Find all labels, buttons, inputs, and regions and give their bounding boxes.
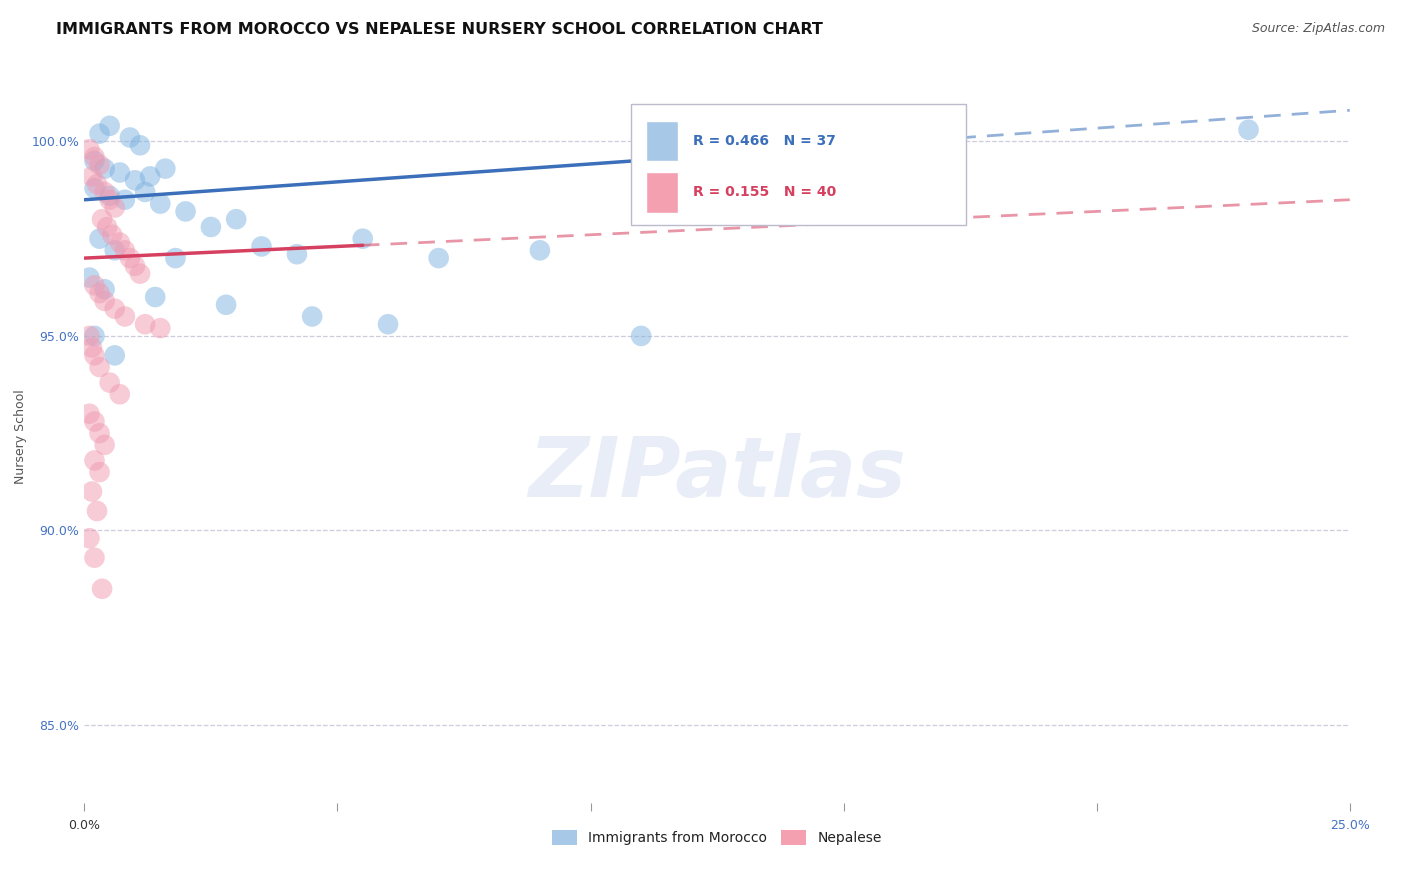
Point — [285, 247, 308, 261]
Point — [114, 244, 136, 258]
Point — [98, 119, 121, 133]
Point — [427, 251, 450, 265]
Point — [129, 138, 152, 153]
Point — [108, 165, 131, 179]
Point — [91, 582, 114, 596]
Point — [93, 438, 115, 452]
Point — [139, 169, 162, 184]
Point — [89, 286, 111, 301]
Point — [79, 142, 101, 156]
Text: ZIPatlas: ZIPatlas — [529, 434, 905, 514]
Point — [89, 127, 111, 141]
Point — [352, 232, 374, 246]
Point — [83, 150, 105, 164]
Point — [79, 407, 101, 421]
Point — [79, 270, 101, 285]
Legend: Immigrants from Morocco, Nepalese: Immigrants from Morocco, Nepalese — [547, 825, 887, 851]
Point — [83, 453, 105, 467]
Point — [89, 426, 111, 441]
Point — [108, 387, 131, 401]
Point — [101, 227, 124, 242]
FancyBboxPatch shape — [631, 104, 966, 225]
Point — [83, 415, 105, 429]
Point — [104, 301, 127, 316]
Point — [1237, 122, 1260, 136]
Point — [301, 310, 323, 324]
Point — [630, 329, 652, 343]
Point — [104, 348, 127, 362]
Point — [86, 504, 108, 518]
Point — [83, 550, 105, 565]
Point — [129, 267, 152, 281]
Point — [80, 484, 103, 499]
Point — [124, 259, 146, 273]
Point — [83, 181, 105, 195]
Point — [93, 185, 115, 199]
Point — [114, 193, 136, 207]
Point — [200, 219, 222, 234]
Text: 25.0%: 25.0% — [1330, 819, 1369, 832]
Point — [83, 329, 105, 343]
Point — [165, 251, 187, 265]
Point — [80, 341, 103, 355]
Point — [80, 169, 103, 184]
Point — [96, 219, 118, 234]
Point — [529, 244, 551, 258]
Point — [149, 196, 172, 211]
Point — [134, 185, 156, 199]
Point — [124, 173, 146, 187]
Point — [832, 193, 855, 207]
FancyBboxPatch shape — [647, 121, 678, 161]
Text: R = 0.466   N = 37: R = 0.466 N = 37 — [693, 134, 837, 148]
Text: Source: ZipAtlas.com: Source: ZipAtlas.com — [1251, 22, 1385, 36]
Point — [225, 212, 247, 227]
Point — [98, 376, 121, 390]
Point — [79, 531, 101, 545]
Point — [250, 239, 273, 253]
Point — [89, 359, 111, 374]
Point — [89, 158, 111, 172]
Point — [89, 232, 111, 246]
Point — [93, 161, 115, 176]
Point — [215, 298, 238, 312]
Point — [118, 251, 141, 265]
Point — [377, 318, 399, 332]
Point — [93, 293, 115, 308]
Point — [134, 318, 156, 332]
Point — [79, 329, 101, 343]
Point — [108, 235, 131, 250]
Text: R = 0.155   N = 40: R = 0.155 N = 40 — [693, 185, 837, 199]
Point — [155, 161, 177, 176]
Point — [83, 348, 105, 362]
Point — [89, 465, 111, 479]
FancyBboxPatch shape — [647, 172, 678, 212]
Y-axis label: Nursery School: Nursery School — [14, 390, 27, 484]
Point — [174, 204, 197, 219]
Point — [91, 212, 114, 227]
Point — [83, 278, 105, 293]
Text: 0.0%: 0.0% — [69, 819, 100, 832]
Point — [104, 244, 127, 258]
Point — [93, 282, 115, 296]
Point — [86, 177, 108, 191]
Point — [98, 193, 121, 207]
Point — [98, 189, 121, 203]
Point — [143, 290, 166, 304]
Point — [104, 201, 127, 215]
Text: IMMIGRANTS FROM MOROCCO VS NEPALESE NURSERY SCHOOL CORRELATION CHART: IMMIGRANTS FROM MOROCCO VS NEPALESE NURS… — [56, 22, 823, 37]
Point — [114, 310, 136, 324]
Point — [83, 153, 105, 168]
Point — [149, 321, 172, 335]
Point — [118, 130, 141, 145]
